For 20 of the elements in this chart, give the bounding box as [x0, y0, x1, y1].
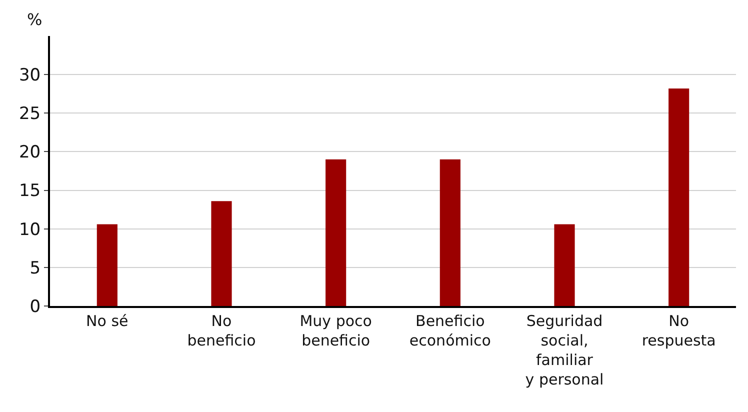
y-tick-label: 10 — [18, 220, 41, 240]
y-tick-label: 0 — [30, 296, 41, 317]
x-tick-label: No sé — [86, 312, 128, 330]
bar — [96, 224, 118, 306]
bar — [440, 159, 460, 306]
bar — [554, 224, 575, 306]
y-axis-title: % — [27, 10, 42, 29]
x-tick-label: Seguridad social, familiar y personal — [525, 312, 604, 388]
bar — [668, 88, 690, 306]
y-tick-label: 20 — [18, 142, 41, 163]
x-tick-label: Beneficio económico — [409, 312, 491, 350]
y-tick-label: 25 — [18, 104, 41, 124]
bar — [326, 159, 346, 306]
x-tick-label: Muy poco beneficio — [300, 312, 372, 350]
x-tick-label: No respuesta — [642, 312, 716, 350]
x-tick-label: No beneficio — [187, 312, 256, 350]
y-tick-label: 5 — [30, 258, 41, 278]
y-tick-label: 30 — [18, 66, 41, 86]
bar — [211, 201, 232, 306]
y-tick-label: 15 — [18, 181, 41, 202]
